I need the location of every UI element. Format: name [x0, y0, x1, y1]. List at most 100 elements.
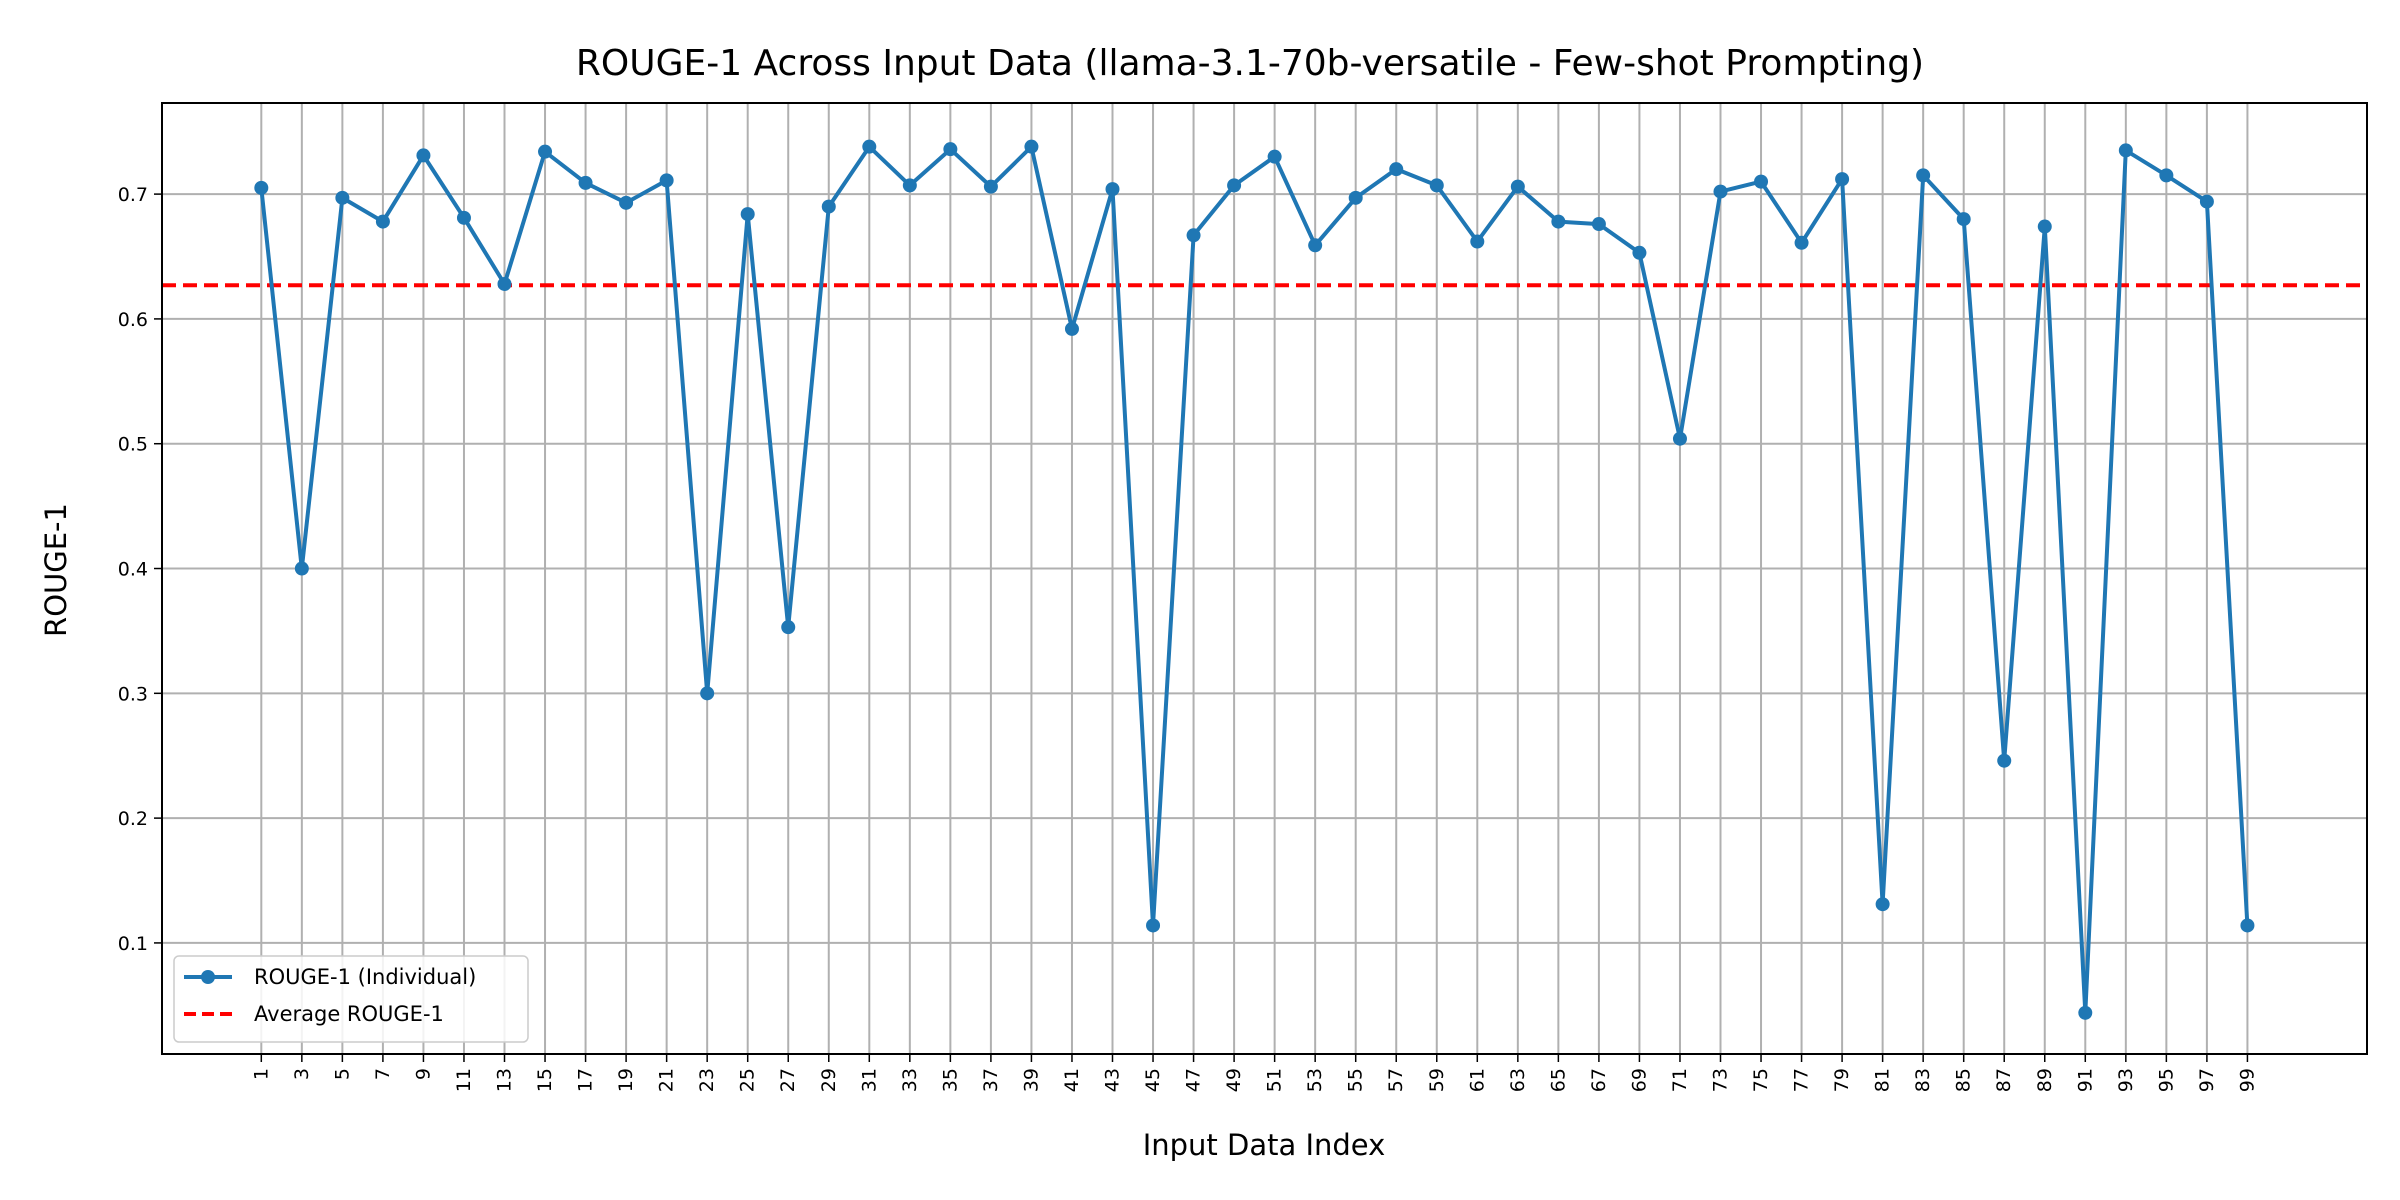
y-tick-label: 0.3 [118, 683, 148, 705]
x-tick-label: 31 [858, 1068, 880, 1092]
data-point [254, 180, 269, 195]
x-tick-label: 27 [777, 1068, 799, 1092]
data-point [1632, 245, 1647, 260]
data-point [2240, 918, 2255, 933]
data-point [335, 190, 350, 205]
x-tick-label: 79 [1831, 1068, 1853, 1092]
data-point [1470, 234, 1485, 249]
x-tick-label: 17 [575, 1068, 597, 1092]
data-point [781, 620, 796, 635]
x-tick-label: 13 [494, 1068, 516, 1092]
x-tick-label: 5 [331, 1068, 353, 1080]
x-tick-label: 35 [939, 1068, 961, 1092]
data-point [1429, 178, 1444, 193]
data-point [700, 686, 715, 701]
x-tick-label: 25 [737, 1068, 759, 1092]
data-point [1591, 217, 1606, 232]
grid [162, 103, 2367, 1054]
data-point [1794, 235, 1809, 250]
x-tick-label: 1 [250, 1068, 272, 1080]
plot-area-frame [161, 102, 2368, 1055]
data-point [456, 210, 471, 225]
x-tick-label: 55 [1345, 1068, 1367, 1092]
x-tick-label: 11 [453, 1068, 475, 1092]
data-point [497, 276, 512, 291]
x-tick-label: 95 [2155, 1068, 2177, 1092]
legend-box [173, 955, 529, 1043]
data-point [2078, 1005, 2093, 1020]
data-point [862, 139, 877, 154]
data-point [294, 561, 309, 576]
x-tick-label: 83 [1912, 1068, 1934, 1092]
x-tick-label: 53 [1304, 1068, 1326, 1092]
data-point [1956, 212, 1971, 227]
x-tick-label: 69 [1628, 1068, 1650, 1092]
data-point [1389, 162, 1404, 177]
data-point [740, 207, 755, 222]
data-point [1672, 431, 1687, 446]
data-point [1105, 182, 1120, 197]
x-tick-label: 51 [1264, 1068, 1286, 1092]
data-point [1551, 214, 1566, 229]
x-tick-label: 21 [656, 1068, 678, 1092]
x-tick-label: 57 [1385, 1068, 1407, 1092]
data-point [416, 148, 431, 163]
x-tick-label: 65 [1547, 1068, 1569, 1092]
data-point [578, 175, 593, 190]
y-tick-label: 0.4 [118, 559, 148, 581]
x-tick-label: 63 [1507, 1068, 1529, 1092]
y-tick-label: 0.1 [118, 933, 148, 955]
y-tick-label: 0.6 [118, 309, 148, 331]
x-tick-label: 37 [980, 1068, 1002, 1092]
x-tick-label: 41 [1061, 1068, 1083, 1092]
x-tick-label: 73 [1709, 1068, 1731, 1092]
x-tick-label: 19 [615, 1068, 637, 1092]
x-axis-label: Input Data Index [1143, 1128, 1386, 1162]
data-point [1713, 184, 1728, 199]
x-tick-label: 91 [2074, 1068, 2096, 1092]
data-point [2159, 168, 2174, 183]
legend: ROUGE-1 (Individual) Average ROUGE-1 [173, 955, 529, 1043]
data-point [1267, 149, 1282, 164]
data-point [943, 142, 958, 157]
y-axis-label: ROUGE-1 [39, 503, 73, 637]
data-point [659, 173, 674, 188]
x-axis-ticks: 1 3 5 7 9 11 13 15 17 19 21 23 25 27 29 31 33 35 37 39 41 43 4… [250, 1054, 2258, 1092]
data-point [902, 178, 917, 193]
y-tick-label: 0.2 [118, 808, 148, 830]
data-point [1835, 172, 1850, 187]
x-tick-label: 99 [2236, 1068, 2258, 1092]
x-tick-label: 39 [1020, 1068, 1042, 1092]
data-point [1227, 178, 1242, 193]
data-point [1146, 918, 1161, 933]
data-point [375, 214, 390, 229]
x-tick-label: 33 [899, 1068, 921, 1092]
x-tick-label: 93 [2115, 1068, 2137, 1092]
x-tick-label: 47 [1183, 1068, 1205, 1092]
data-point [1308, 238, 1323, 253]
x-tick-label: 77 [1791, 1068, 1813, 1092]
data-point [983, 179, 998, 194]
data-point [1997, 753, 2012, 768]
y-tick-label: 0.5 [118, 434, 148, 456]
x-tick-label: 81 [1872, 1068, 1894, 1092]
x-tick-label: 3 [291, 1068, 313, 1080]
x-tick-label: 9 [412, 1068, 434, 1080]
data-point [1754, 174, 1769, 189]
data-point [1875, 897, 1890, 912]
x-tick-label: 71 [1669, 1068, 1691, 1092]
x-tick-label: 97 [2196, 1068, 2218, 1092]
y-axis-ticks: 0.1 0.2 0.3 0.4 0.5 0.6 0.7 [118, 184, 162, 955]
series-line [259, 144, 2250, 1015]
x-tick-label: 89 [2034, 1068, 2056, 1092]
x-tick-label: 67 [1588, 1068, 1610, 1092]
data-point [1510, 179, 1525, 194]
x-tick-label: 61 [1466, 1068, 1488, 1092]
legend-label-average: Average ROUGE-1 [254, 1002, 444, 1026]
y-tick-label: 0.7 [118, 184, 148, 206]
x-tick-label: 43 [1102, 1068, 1124, 1092]
data-point [2199, 194, 2214, 209]
data-point [619, 195, 634, 210]
x-tick-label: 59 [1426, 1068, 1448, 1092]
